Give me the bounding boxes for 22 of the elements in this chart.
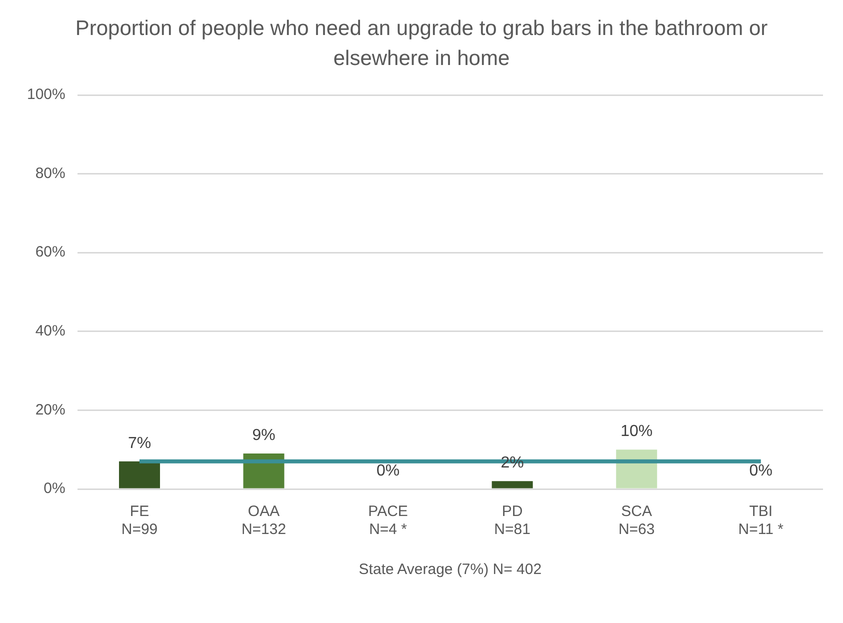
x-tick-label: TBI N=11 * [738, 503, 784, 538]
y-tick-label: 80% [35, 164, 66, 182]
data-label: 10% [620, 423, 653, 440]
bar [492, 481, 533, 488]
y-tick-label: 100% [26, 86, 66, 104]
x-tick-label: SCA N=63 [618, 503, 655, 538]
x-tick-label: FE N=99 [121, 503, 158, 538]
x-tick-label: PD N=81 [494, 503, 530, 538]
y-tick-label: 60% [35, 244, 66, 261]
y-tick-label: 20% [35, 401, 66, 418]
x-axis-title: State Average (7%) N= 402 [358, 561, 542, 578]
bar [616, 450, 658, 488]
data-label: 9% [252, 426, 276, 444]
y-tick-label: 0% [44, 480, 66, 498]
bar [118, 461, 160, 488]
x-tick-label: PACE N=4 * [368, 503, 408, 538]
data-label: 7% [128, 434, 152, 452]
data-label: 0% [749, 462, 772, 480]
chart-title: Proportion of people who need an upgrade to grab bars in the bathroom or elsewhere in home [74, 16, 769, 72]
y-tick-label: 40% [35, 322, 66, 340]
x-tick-label: OAA N=132 [241, 503, 286, 538]
data-label: 0% [376, 462, 400, 480]
